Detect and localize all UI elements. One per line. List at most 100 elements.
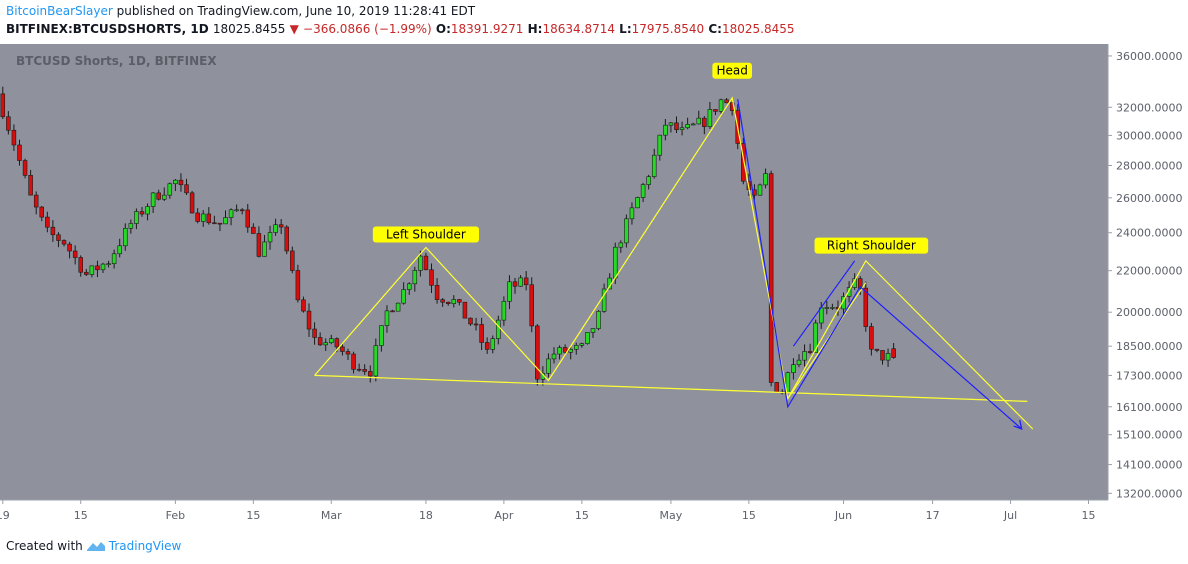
candle-down <box>468 317 473 325</box>
tradingview-logo-icon <box>86 542 105 551</box>
candle-down <box>67 243 72 252</box>
price-axis-panel <box>1108 44 1188 500</box>
candle-up <box>412 270 418 285</box>
candle-up <box>651 154 657 177</box>
candle-down <box>345 351 351 355</box>
watermark: BTCUSD Shorts, 1D, BITFINEX <box>16 54 217 68</box>
candle-up <box>624 218 629 244</box>
candle-up <box>763 173 768 186</box>
candle-down <box>33 194 39 208</box>
candle-up <box>401 289 406 304</box>
candle-down <box>28 175 33 196</box>
down-triangle-icon: ▼ <box>289 22 299 36</box>
candle-up <box>406 283 412 290</box>
candle-up <box>796 359 802 365</box>
candle-down <box>368 371 373 377</box>
candle-down <box>245 209 251 228</box>
low-label: L: <box>619 22 632 36</box>
time-tick-label: 15 <box>1082 509 1096 522</box>
candle-up <box>100 263 106 271</box>
candle-down <box>251 226 256 234</box>
candle-down <box>278 224 284 228</box>
high-value: 18634.8714 <box>542 22 615 36</box>
candle-down <box>445 301 451 304</box>
candle-up <box>707 109 713 128</box>
time-tick-label: 15 <box>575 509 589 522</box>
time-tick-label: Jun <box>834 509 852 522</box>
candle-down <box>22 160 28 176</box>
candle-down <box>0 93 6 118</box>
candle-down <box>351 353 356 370</box>
candle-up <box>568 348 573 353</box>
price-tick-label: 32000.0000 <box>1116 101 1182 114</box>
candle-down <box>195 212 200 222</box>
candle-up <box>117 245 122 255</box>
candle-down <box>484 342 490 350</box>
candle-up <box>557 347 562 355</box>
candle-up <box>150 192 156 207</box>
candle-down <box>857 278 863 289</box>
candle-up <box>813 322 818 353</box>
candle-up <box>323 342 328 346</box>
candle-down <box>17 144 22 161</box>
candle-up <box>123 227 128 247</box>
time-tick-label: 17 <box>926 509 940 522</box>
annotation-box <box>814 237 929 254</box>
candle-down <box>863 287 869 327</box>
price-tick-label: 30000.0000 <box>1116 129 1182 142</box>
candle-up <box>885 353 891 361</box>
candle-up <box>585 332 590 344</box>
price-tick-label: 26000.0000 <box>1116 192 1182 205</box>
price-tick-label: 28000.0000 <box>1116 160 1182 173</box>
candle-up <box>162 194 167 200</box>
pattern-line-blue <box>737 99 1023 430</box>
candle-up <box>685 124 690 129</box>
candle-down <box>50 226 56 236</box>
close-value: 18025.8455 <box>721 22 795 36</box>
candle-up <box>496 319 501 339</box>
annotation-box <box>712 62 752 79</box>
candle-up <box>696 117 702 125</box>
close-label: C: <box>708 22 722 36</box>
candle-up <box>601 288 607 312</box>
arrowhead-blue <box>1013 419 1023 431</box>
price-tick-label: 16100.0000 <box>1116 401 1182 414</box>
candle-up <box>830 307 835 309</box>
time-tick-label: 15 <box>742 509 756 522</box>
candle-down <box>891 348 896 358</box>
tradingview-link[interactable]: TradingView <box>108 539 182 553</box>
candle-up <box>106 263 111 265</box>
candle-up <box>618 242 624 248</box>
time-tick-label: 18 <box>419 509 433 522</box>
candle-up <box>384 310 390 326</box>
candle-down <box>440 299 445 303</box>
time-tick-label: May <box>660 509 683 522</box>
pattern-line-yellow <box>787 282 867 400</box>
candle-down <box>523 277 529 286</box>
annotation-box <box>372 226 480 243</box>
candle-down <box>78 257 83 273</box>
candle-down <box>6 116 11 131</box>
candle-down <box>874 348 880 351</box>
candle-up <box>579 343 585 346</box>
candle-down <box>56 234 61 241</box>
candle-up <box>551 353 557 360</box>
price-tick-label: 36000.0000 <box>1116 50 1182 63</box>
candle-down <box>724 99 729 104</box>
candle-up <box>200 213 206 222</box>
candle-down <box>306 310 312 330</box>
candle-down <box>206 213 212 224</box>
time-tick-label: Jul <box>1003 509 1017 522</box>
pattern-line-blue <box>792 260 856 347</box>
candle-down <box>334 338 340 348</box>
annotation-label: Left Shoulder <box>386 228 466 242</box>
candle-down <box>356 368 362 371</box>
author-link[interactable]: BitcoinBearSlayer <box>6 4 113 18</box>
price-tick-label: 22000.0000 <box>1116 265 1182 278</box>
candle-up <box>329 338 334 344</box>
candle-down <box>473 323 479 326</box>
candle-down <box>562 347 568 353</box>
candle-down <box>11 129 17 146</box>
candle-up <box>574 345 579 350</box>
